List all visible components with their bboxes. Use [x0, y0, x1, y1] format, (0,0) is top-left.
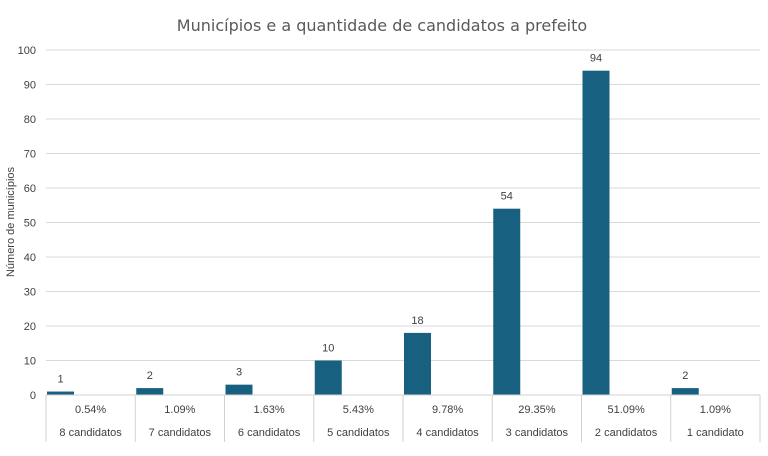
category-label: 7 candidatos — [149, 427, 212, 439]
percentage-cell: 1.09% — [164, 404, 195, 416]
category-label: 6 candidatos — [238, 427, 301, 439]
data-label: 3 — [236, 367, 242, 379]
y-axis-label: Número de municípios — [5, 166, 17, 277]
data-label: 2 — [682, 370, 688, 382]
y-tick-label: 60 — [24, 183, 36, 195]
bar — [47, 391, 74, 395]
y-tick-label: 0 — [30, 390, 36, 402]
percentage-cell: 0.54% — [75, 404, 106, 416]
bar — [225, 384, 253, 395]
y-tick-label: 80 — [24, 114, 36, 126]
y-axis-ticks: 0 10 20 30 40 50 60 70 80 90 100 — [18, 45, 36, 402]
percentage-cell: 9.78% — [432, 404, 463, 416]
category-label: 8 candidatos — [59, 427, 122, 439]
gridlines — [46, 49, 760, 396]
percentage-cell: 1.09% — [700, 404, 731, 416]
y-tick-label: 50 — [24, 218, 36, 230]
data-label: 1 — [57, 374, 63, 386]
percentage-cell: 29.35% — [518, 404, 556, 416]
data-label: 10 — [322, 343, 334, 355]
percentage-cell: 1.63% — [254, 404, 285, 416]
data-label: 54 — [501, 191, 513, 203]
y-tick-label: 30 — [24, 287, 36, 299]
y-tick-label: 90 — [24, 80, 36, 92]
data-table: 0.54% 1.09% 1.63% 5.43% 9.78% 29.35% 51.09% 1.0… — [45, 394, 761, 442]
category-label: 2 candidatos — [595, 427, 658, 439]
percentage-cell: 51.09% — [607, 404, 645, 416]
bar — [314, 360, 342, 395]
bar — [493, 208, 521, 395]
bar — [404, 332, 431, 395]
y-tick-label: 100 — [18, 45, 36, 57]
y-tick-label: 20 — [24, 321, 36, 333]
bars — [47, 70, 699, 395]
data-label: 2 — [147, 370, 153, 382]
category-label: 4 candidatos — [416, 427, 479, 439]
y-tick-label: 70 — [24, 149, 36, 161]
category-label: 5 candidatos — [327, 427, 390, 439]
data-label: 18 — [411, 315, 423, 327]
percentage-cell: 5.43% — [343, 404, 374, 416]
bar — [136, 388, 164, 395]
category-label: 3 candidatos — [506, 427, 569, 439]
chart-title: Municípios e a quantidade de candidatos … — [177, 16, 587, 35]
bar — [671, 388, 699, 395]
bar — [582, 70, 610, 395]
y-tick-label: 40 — [24, 252, 36, 264]
y-tick-label: 10 — [24, 356, 36, 368]
category-label: 1 candidato — [687, 427, 744, 439]
data-labels: 1 2 3 10 18 54 94 2 — [57, 53, 688, 386]
data-label: 94 — [590, 53, 602, 65]
